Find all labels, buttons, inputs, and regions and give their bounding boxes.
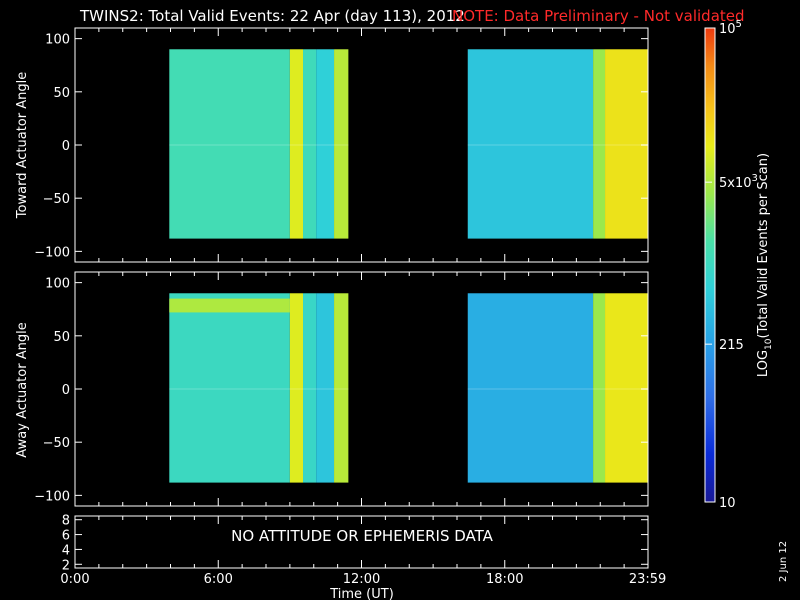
toward-block-1 <box>289 49 304 239</box>
away-block-0 <box>169 293 290 483</box>
away-block-5 <box>467 293 594 483</box>
toward-block-7 <box>605 49 648 239</box>
colorbar-tick-label-1: 5x103 <box>719 173 758 191</box>
colorbar-ticks: 105 5x103 215 10 <box>705 19 758 511</box>
away-block-1 <box>289 293 304 483</box>
ephemeris-ytick-label-0: 2 <box>62 558 70 573</box>
x-tick-label-0: 0:00 <box>60 572 89 587</box>
away-block-4 <box>334 293 349 483</box>
toward-block-5 <box>467 49 594 239</box>
toward-block-2 <box>303 49 317 239</box>
toward-block-3 <box>316 49 335 239</box>
toward-block-4 <box>334 49 349 239</box>
x-tick-label-2: 12:00 <box>343 572 380 587</box>
ephemeris-message: NO ATTITUDE OR EPHEMERIS DATA <box>231 527 494 545</box>
date-stamp: 2 Jun 12 <box>778 541 789 582</box>
ephemeris-ytick-label-3: 8 <box>62 514 70 529</box>
x-tick-labels: 0:00 6:00 12:00 18:00 23:59 <box>60 572 666 587</box>
colorbar <box>704 27 716 503</box>
ephemeris-ytick-label-1: 4 <box>62 543 70 558</box>
away-panel: 100 50 0 −50 −100 <box>34 271 649 507</box>
toward-ytick-label-2: 0 <box>62 139 70 154</box>
colorbar-label: LOG10(Total Valid Events per Scan) <box>756 153 774 377</box>
x-tick-label-3: 18:00 <box>486 572 523 587</box>
away-ytick-label-2: 0 <box>62 383 70 398</box>
away-block-6 <box>593 293 606 483</box>
preliminary-note: NOTE: Data Preliminary - Not validated <box>452 7 745 25</box>
away-high-band <box>169 298 290 313</box>
x-tick-label-4: 23:59 <box>629 572 666 587</box>
toward-ytick-label-3: −50 <box>43 192 70 207</box>
away-block-7 <box>605 293 648 483</box>
colorbar-tick-label-2: 215 <box>719 338 744 353</box>
away-ytick-label-4: −100 <box>34 489 70 504</box>
colorbar-tick-label-0: 105 <box>719 19 742 37</box>
x-tick-label-1: 6:00 <box>204 572 233 587</box>
ephemeris-ytick-label-2: 6 <box>62 529 70 544</box>
plot-title: TWINS2: Total Valid Events: 22 Apr (day … <box>79 7 465 25</box>
toward-block-6 <box>593 49 606 239</box>
away-block-3 <box>316 293 335 483</box>
toward-ylabel: Toward Actuator Angle <box>15 72 30 219</box>
away-block-2 <box>303 293 317 483</box>
x-axis-label: Time (UT) <box>329 587 394 600</box>
toward-ytick-label-0: 100 <box>45 33 70 48</box>
colorbar-tick-label-3: 10 <box>719 496 736 511</box>
away-ylabel: Away Actuator Angle <box>15 322 30 457</box>
toward-block-0 <box>169 49 290 239</box>
away-ytick-label-3: −50 <box>43 436 70 451</box>
toward-ytick-label-4: −100 <box>34 245 70 260</box>
away-ytick-label-1: 50 <box>53 330 70 345</box>
toward-panel: 100 50 0 −50 −100 <box>34 27 649 263</box>
toward-ytick-label-1: 50 <box>53 86 70 101</box>
away-ytick-label-0: 100 <box>45 277 70 292</box>
